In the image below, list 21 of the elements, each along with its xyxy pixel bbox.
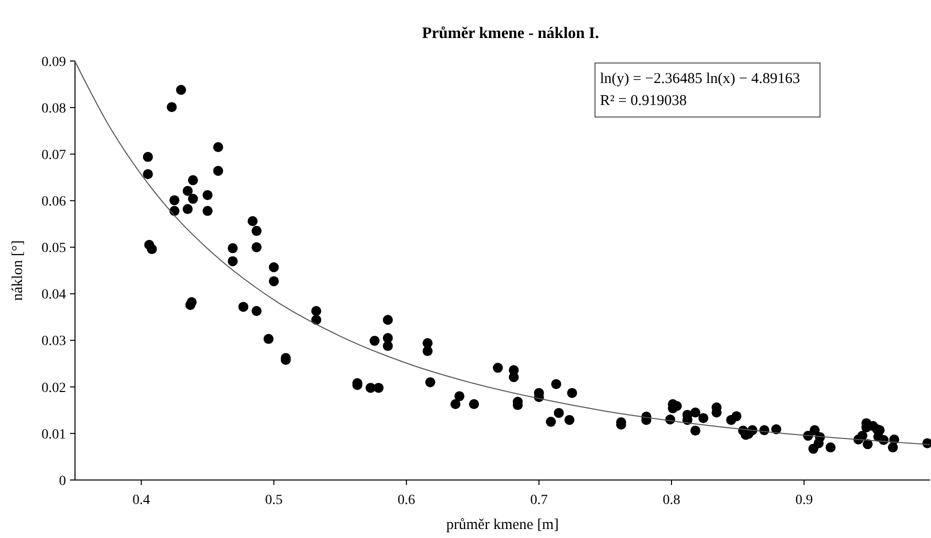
y-tick-label: 0.07 bbox=[42, 148, 66, 164]
y-tick-label: 0.01 bbox=[42, 427, 66, 442]
x-tick-label: 0.9 bbox=[795, 493, 813, 508]
x-tick-label: 0.5 bbox=[265, 493, 283, 508]
y-tick-label: 0.08 bbox=[42, 101, 66, 116]
x-tick-label: 0.4 bbox=[132, 493, 150, 508]
y-axis-title: náklon [°] bbox=[10, 240, 26, 301]
y-tick-label: 0.04 bbox=[42, 288, 66, 303]
annotation: ln(y) = −2.36485 ln(x) − 4.89163 bbox=[600, 71, 800, 87]
annotation: R² = 0.919038 bbox=[600, 93, 687, 109]
chart-title: Průměr kmene - náklon I. bbox=[422, 25, 600, 42]
x-tick-label: 0.7 bbox=[530, 493, 548, 508]
x-tick-label: 0.8 bbox=[662, 493, 680, 508]
y-tick-label: 0.05 bbox=[42, 241, 66, 256]
y-tick-label: 0.03 bbox=[42, 334, 66, 350]
x-axis-title: průměr kmene [m] bbox=[446, 517, 559, 533]
y-tick-label: 0.09 bbox=[42, 54, 66, 70]
y-tick-label: 0.02 bbox=[42, 380, 66, 396]
y-tick-label: 0 bbox=[59, 474, 66, 489]
x-tick-label: 0.6 bbox=[398, 493, 416, 508]
y-tick-label: 0.06 bbox=[42, 194, 66, 210]
